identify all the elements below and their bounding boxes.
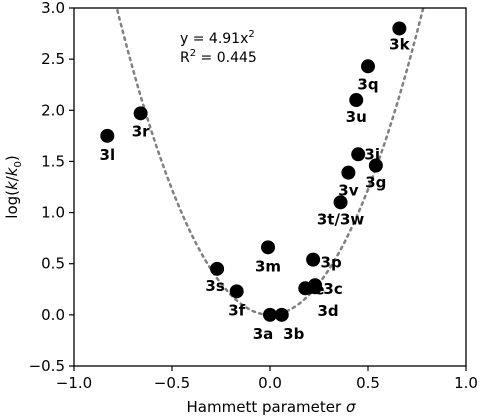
fit-curve-layer: [115, 8, 425, 317]
point-label: 3q: [357, 75, 378, 93]
data-point-3b: [274, 307, 289, 322]
point-label: 3r: [132, 122, 150, 140]
data-point-3l: [100, 128, 115, 143]
y-tick-label: 2.0: [41, 101, 65, 119]
point-label: 3d: [317, 302, 338, 320]
data-point-3t-3w: [333, 195, 348, 210]
point-label: 3m: [255, 257, 281, 275]
fit-equation: y = 4.91x2: [180, 29, 255, 47]
x-axis-label: Hammett parameter σ: [187, 398, 356, 416]
data-point-3u: [349, 93, 364, 108]
x-tick-label: −1.0: [56, 374, 92, 392]
point-label: 3v: [338, 182, 358, 200]
point-label: 3e: [304, 280, 325, 298]
data-point-3c: [308, 278, 323, 293]
data-point-3g: [368, 158, 383, 173]
data-point-3f: [229, 284, 244, 299]
point-label: 3u: [346, 108, 367, 126]
point-label: 3t/3w: [317, 210, 365, 228]
point-label: 3f: [228, 301, 245, 319]
y-tick-label: 1.0: [41, 204, 65, 222]
data-point-3q: [361, 59, 375, 74]
point-label: 3g: [365, 174, 386, 192]
point-label: 3a: [253, 325, 274, 343]
data-point-3m: [261, 240, 276, 255]
point-label: 3j: [364, 145, 380, 163]
data-point-3a: [263, 307, 277, 322]
data-point-3j: [351, 147, 366, 162]
point-label: 3k: [389, 35, 410, 53]
y-tick-label: 2.5: [41, 50, 65, 68]
y-axis-label: log(k/k0): [3, 155, 24, 218]
data-point-3s: [210, 261, 225, 276]
y-axis-ticks: −0.5 0.0 0.5 1.0 1.5 2.0 2.5 3.0: [29, 0, 74, 375]
y-tick-label: 0.0: [41, 306, 65, 324]
data-point-3p: [306, 252, 321, 267]
y-tick-label: 0.5: [41, 255, 65, 273]
fit-r-squared: R2 = 0.445: [180, 48, 257, 66]
y-tick-label: 1.5: [41, 152, 65, 170]
x-tick-label: 1.0: [454, 374, 478, 392]
point-label: 3l: [100, 146, 116, 164]
point-label: 3p: [321, 254, 342, 272]
data-point-3r: [133, 106, 148, 121]
x-tick-label: −0.5: [154, 374, 190, 392]
y-tick-label: 3.0: [41, 0, 65, 17]
x-axis-ticks: −1.0 −0.5 0.0 0.5 1.0: [56, 366, 478, 392]
x-tick-label: 0.0: [258, 374, 282, 392]
data-points-layer: [100, 21, 407, 322]
point-label: 3s: [205, 277, 224, 295]
y-tick-label: −0.5: [29, 357, 65, 375]
x-tick-label: 0.5: [356, 374, 380, 392]
fit-curve: [115, 8, 425, 317]
point-label: 3b: [283, 325, 304, 343]
data-point-3v: [341, 165, 356, 180]
data-point-3k: [392, 21, 407, 36]
point-label: 3c: [323, 280, 342, 298]
